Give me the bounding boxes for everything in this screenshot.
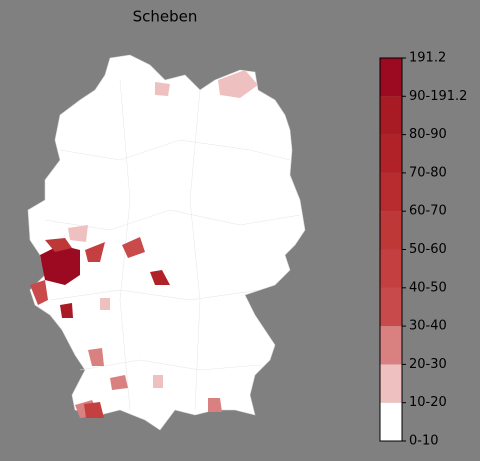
- germany-map: [27, 54, 306, 431]
- colorbar-label: 90-191.2: [409, 89, 467, 104]
- colorbar: 191.2 90-191.2 80-90 70-80 60-70 50-60 40-50 30…: [379, 51, 467, 449]
- colorbar-label: 80-90: [409, 127, 447, 142]
- colorbar-band: [380, 172, 402, 212]
- colorbar-band: [380, 134, 402, 173]
- colorbar-label: 10-20: [409, 395, 447, 410]
- country-outline: [27, 54, 306, 431]
- colorbar-band: [380, 211, 402, 250]
- colorbar-band: [380, 364, 402, 403]
- colorbar-band: [380, 326, 402, 365]
- colorbar-label: 191.2: [409, 51, 446, 66]
- colorbar-band: [380, 402, 402, 441]
- map-title: Scheben: [133, 8, 198, 26]
- shaded-districts: [30, 70, 258, 418]
- colorbar-label: 30-40: [409, 319, 447, 334]
- colorbar-label: 60-70: [409, 204, 447, 219]
- colorbar-label: 40-50: [409, 280, 447, 295]
- colorbar-label: 20-30: [409, 357, 447, 372]
- colorbar-label: 0-10: [409, 434, 439, 449]
- colorbar-band: [380, 249, 402, 288]
- colorbar-band: [380, 96, 402, 135]
- colorbar-band: [380, 287, 402, 327]
- colorbar-band: [380, 58, 402, 97]
- colorbar-label: 50-60: [409, 242, 447, 257]
- colorbar-label: 70-80: [409, 165, 447, 180]
